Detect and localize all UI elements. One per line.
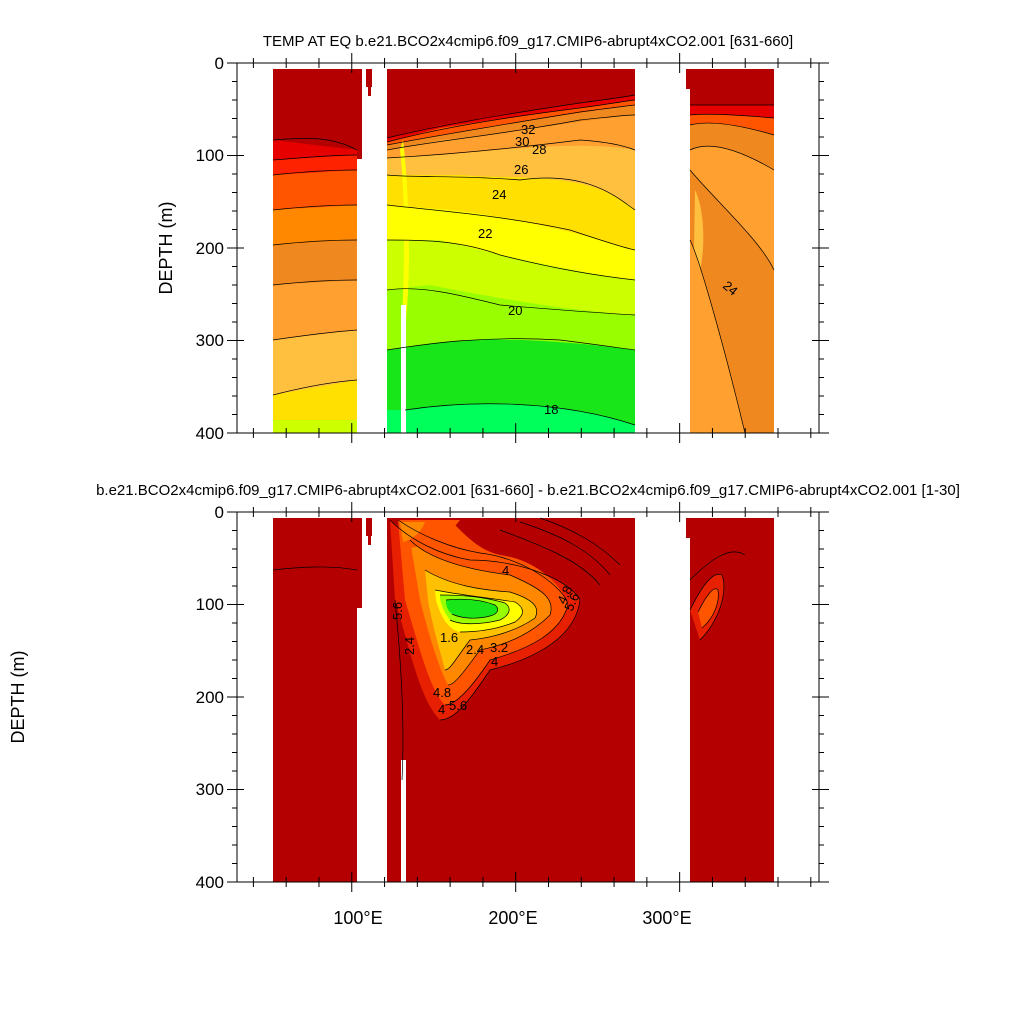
panel2-y-tick-label: 0 — [215, 503, 224, 522]
panel2-contour-label: 5.6 — [449, 698, 467, 713]
panel1-west-basin — [273, 69, 357, 433]
panel2-contour-label: 4.8 — [433, 685, 451, 700]
panel2-ticks — [227, 502, 829, 892]
panel1-contour-label: 30 — [515, 134, 529, 149]
panel2-land-mask — [357, 512, 690, 882]
panel2-y-tick-label: 100 — [196, 595, 224, 614]
panel2-contour-label: 4 — [438, 702, 445, 717]
panel2-contour-label: 3.2 — [490, 640, 508, 655]
panel2-title: b.e21.BCO2x4cmip6.f09_g17.CMIP6-abrupt4x… — [96, 482, 960, 499]
panel2-x-tick-label: 200°E — [488, 908, 537, 928]
panel2-contour-label: 5.6 — [390, 602, 405, 620]
panel1-contour-field: 32 30 28 26 24 22 20 18 24 — [272, 63, 775, 433]
panel1-y-tick-label: 0 — [215, 54, 224, 73]
panel1-contour-label: 28 — [532, 142, 546, 157]
panel1-pacific-basin — [387, 69, 635, 433]
panel2-west-upper — [273, 518, 357, 575]
panel1-y-tick-label: 400 — [196, 424, 224, 443]
panel2-contour-labels: 4 5.6 4.8 5.6 1.6 2.4 3.2 4 2.4 4.8 4 5.… — [390, 563, 582, 717]
panel2-y-tick-label: 200 — [196, 688, 224, 707]
panel2-contour-label: 5.6 — [561, 591, 582, 614]
panel2-y-tick-labels: 0 100 200 300 400 — [196, 503, 224, 892]
panel2-contour-label: 2.4 — [402, 637, 417, 655]
panel2-contour-field: 4 5.6 4.8 5.6 1.6 2.4 3.2 4 2.4 4.8 4 5.… — [272, 512, 774, 882]
panel2-x-tick-label: 100°E — [333, 908, 382, 928]
panel2-contour-label: 4 — [491, 654, 498, 669]
panel1-contour-label: 32 — [521, 122, 535, 137]
panel2-contour-lines — [272, 517, 746, 781]
panel1-title: TEMP AT EQ b.e21.BCO2x4cmip6.f09_g17.CMI… — [263, 33, 793, 50]
panel1-contour-label: 24 — [492, 187, 506, 202]
panel1-land-mask — [357, 63, 690, 433]
panel2-y-tick-label: 400 — [196, 873, 224, 892]
panel2-contour-label: 1.6 — [440, 630, 458, 645]
panel2-y-axis-label: DEPTH (m) — [8, 651, 28, 744]
panel2-contour-label: 4.8 — [554, 584, 575, 607]
panel1-contour-label: 18 — [544, 402, 558, 417]
temperature-panel: TEMP AT EQ b.e21.BCO2x4cmip6.f09_g17.CMI… — [156, 33, 829, 443]
panel2-contour-label: 2.4 — [466, 642, 484, 657]
panel1-contour-label: 26 — [514, 162, 528, 177]
panel1-contour-lines — [272, 94, 775, 433]
panel1-contour-label: 22 — [478, 226, 492, 241]
panel2-y-tick-label: 300 — [196, 780, 224, 799]
panel1-y-axis-label: DEPTH (m) — [156, 202, 176, 295]
panel1-y-tick-labels: 0 100 200 300 400 — [196, 54, 224, 443]
panel2-east-anomaly — [690, 574, 724, 640]
panel1-y-tick-label: 200 — [196, 239, 224, 258]
difference-panel: b.e21.BCO2x4cmip6.f09_g17.CMIP6-abrupt4x… — [8, 482, 960, 928]
panel1-y-tick-label: 100 — [196, 146, 224, 165]
panel2-x-tick-labels: 100°E 200°E 300°E — [333, 908, 691, 928]
panel2-contour-label: 4 — [502, 563, 509, 578]
panel1-y-tick-label: 300 — [196, 331, 224, 350]
panel2-x-tick-label: 300°E — [642, 908, 691, 928]
panel1-contour-label: 20 — [508, 303, 522, 318]
panel1-ticks — [227, 53, 829, 443]
panel1-east-basin — [690, 69, 774, 433]
